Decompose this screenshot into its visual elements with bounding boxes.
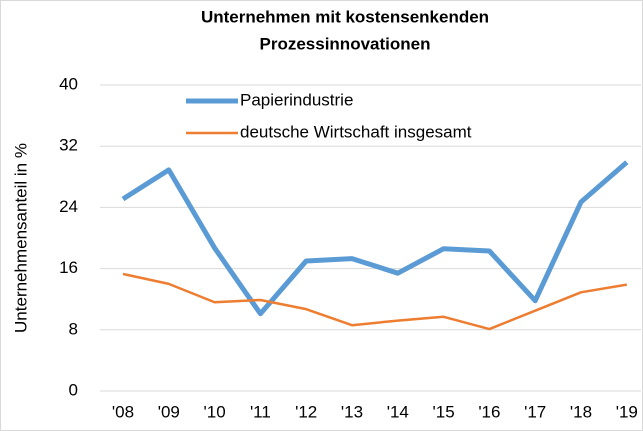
x-tick-label: '13 [341,402,363,421]
x-tick-label: '19 [616,402,638,421]
x-tick-label: '09 [158,402,180,421]
y-axis-label: Unternehmensanteil in % [11,143,30,333]
line-series [121,160,629,317]
legend-label: deutsche Wirtschaft insgesamt [240,122,472,141]
chart-title: Prozessinnovationen [260,34,431,53]
x-tick-label: '17 [524,402,546,421]
x-tick-label: '15 [433,402,455,421]
x-tick-label: '12 [295,402,317,421]
x-tick-label: '11 [250,402,271,421]
y-tick-label: 16 [59,258,78,277]
legend-label: Papierindustrie [240,90,353,109]
y-tick-label: 8 [69,319,78,338]
x-tick-label: '14 [387,402,409,421]
x-tick-label: '18 [570,402,592,421]
chart-title: Unternehmen mit kostensenkenden [201,7,489,26]
x-tick-label: '10 [204,402,226,421]
x-tick-label: '08 [112,402,134,421]
y-tick-label: 40 [59,74,78,93]
y-tick-label: 0 [69,380,78,399]
y-tick-label: 24 [59,197,78,216]
x-tick-label: '16 [478,402,500,421]
line-series [122,272,628,331]
y-tick-label: 32 [59,136,78,155]
